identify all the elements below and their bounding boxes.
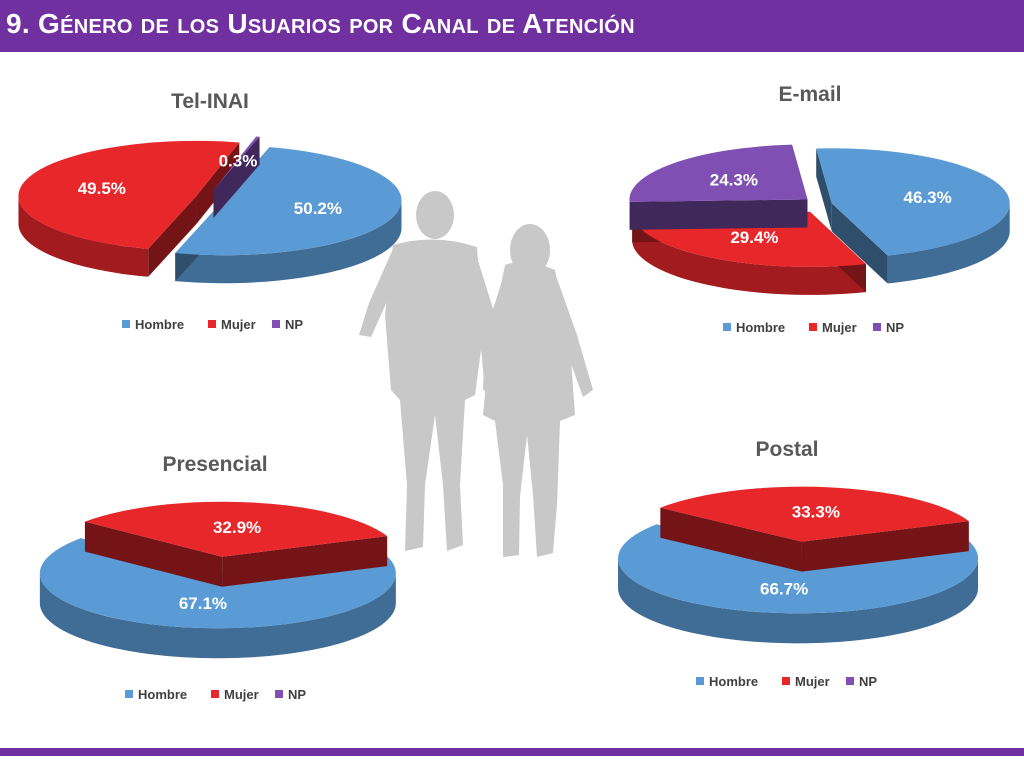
data-label: 0.3% [219, 152, 258, 171]
legend-swatch [723, 323, 731, 331]
data-label: 33.3% [792, 503, 840, 522]
chart-legend: Hombre Mujer NP [723, 320, 904, 335]
data-label: 50.2% [294, 199, 342, 218]
pie-slice-np [213, 136, 260, 218]
legend-swatch [125, 690, 133, 698]
data-label: 66.7% [760, 579, 808, 598]
legend-item-np: NP [272, 317, 303, 332]
chart-tel-inai: Tel-INAI 50.2% 49.5% 0.3% Hombre Mujer NP [18, 90, 402, 332]
chart-title: E-mail [778, 83, 841, 106]
legend-swatch [846, 677, 854, 685]
pie-slice-mujer [18, 140, 240, 277]
legend-label: NP [886, 320, 904, 335]
data-label: 67.1% [179, 594, 227, 613]
legend-swatch [272, 320, 280, 328]
data-label: 29.4% [730, 228, 778, 247]
legend-swatch [211, 690, 219, 698]
pie-slice-hombre [175, 147, 402, 284]
legend-item-hombre: Hombre [125, 687, 187, 702]
legend-item-mujer: Mujer [208, 317, 256, 332]
legend-swatch [873, 323, 881, 331]
legend-swatch [782, 677, 790, 685]
title-bar: 9. Género de los Usuarios por Canal de A… [0, 0, 1024, 52]
legend-swatch [275, 690, 283, 698]
legend-item-mujer: Mujer [809, 320, 857, 335]
data-label: 32.9% [213, 518, 261, 537]
legend-label: Mujer [795, 674, 830, 689]
legend-item-hombre: Hombre [723, 320, 785, 335]
legend-label: Hombre [138, 687, 187, 702]
data-label: 24.3% [710, 171, 758, 190]
couple-silhouette-image [359, 191, 593, 557]
legend-label: Mujer [221, 317, 256, 332]
legend-label: Hombre [135, 317, 184, 332]
legend-swatch [809, 323, 817, 331]
pie-slice-hombre [816, 148, 1010, 284]
legend-swatch [696, 677, 704, 685]
legend-label: NP [285, 317, 303, 332]
page-title: 9. Género de los Usuarios por Canal de A… [6, 8, 635, 39]
pie-slice-np [629, 144, 808, 230]
chart-title: Tel-INAI [171, 90, 249, 113]
chart-presencial: Presencial 67.1% 32.9% Hombre Mujer NP [39, 453, 396, 702]
legend-label: Mujer [224, 687, 259, 702]
chart-legend: Hombre Mujer NP [125, 687, 306, 702]
legend-swatch [208, 320, 216, 328]
chart-legend: Hombre Mujer NP [696, 674, 877, 689]
chart-title: Postal [755, 438, 818, 461]
chart-e-mail: E-mail 46.3% 29.4% 24.3% Hombre Mujer NP [629, 83, 1010, 335]
data-label: 46.3% [903, 188, 951, 207]
bottom-bar [0, 748, 1024, 756]
legend-item-hombre: Hombre [696, 674, 758, 689]
legend-item-np: NP [846, 674, 877, 689]
data-label: 49.5% [78, 179, 126, 198]
legend-label: Hombre [736, 320, 785, 335]
legend-label: NP [859, 674, 877, 689]
legend-item-np: NP [873, 320, 904, 335]
legend-item-mujer: Mujer [782, 674, 830, 689]
legend-item-np: NP [275, 687, 306, 702]
legend-swatch [122, 320, 130, 328]
pie-slice-mujer [660, 486, 969, 572]
pie-slice-mujer [84, 501, 388, 587]
legend-label: Mujer [822, 320, 857, 335]
legend-label: Hombre [709, 674, 758, 689]
legend-item-mujer: Mujer [211, 687, 259, 702]
legend-label: NP [288, 687, 306, 702]
chart-title: Presencial [162, 453, 267, 476]
legend-item-hombre: Hombre [122, 317, 184, 332]
chart-postal: Postal 66.7% 33.3% Hombre Mujer NP [618, 438, 979, 689]
chart-legend: Hombre Mujer NP [122, 317, 303, 332]
